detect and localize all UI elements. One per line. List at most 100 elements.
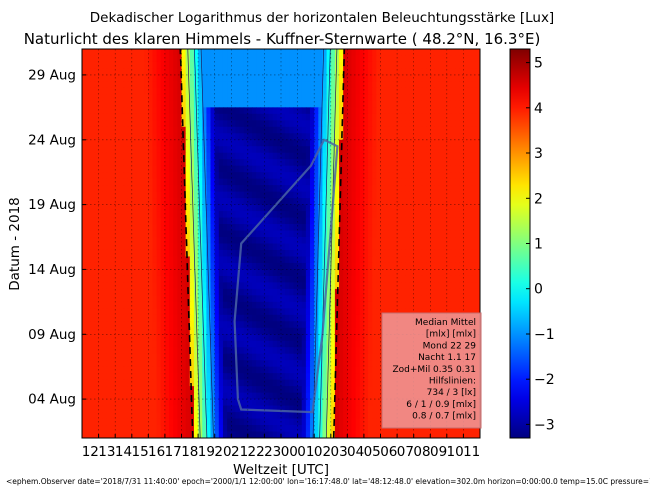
heatmap-cell <box>106 288 112 296</box>
heatmap-cell <box>140 256 145 264</box>
heatmap-cell <box>148 237 154 245</box>
heatmap-cell <box>430 55 435 63</box>
heatmap-cell <box>202 295 207 303</box>
heatmap-cell <box>231 178 236 186</box>
heatmap-cell <box>413 243 419 251</box>
heatmap-cell <box>135 172 141 180</box>
heatmap-cell <box>289 256 295 264</box>
heatmap-cell <box>90 321 96 329</box>
heatmap-cell <box>82 165 87 173</box>
heatmap-cell <box>475 224 480 232</box>
heatmap-cell <box>193 81 199 89</box>
heatmap-cell <box>318 107 324 115</box>
heatmap-cell <box>214 204 220 212</box>
heatmap-cell <box>173 217 178 225</box>
heatmap-cell <box>339 61 344 70</box>
heatmap-cell <box>210 185 216 193</box>
heatmap-cell <box>173 172 178 180</box>
heatmap-cell <box>368 61 373 70</box>
heatmap-cell <box>123 295 129 303</box>
heatmap-cell <box>177 295 183 303</box>
heatmap-cell <box>202 94 207 102</box>
heatmap-cell <box>94 165 100 173</box>
heatmap-cell <box>330 159 336 167</box>
heatmap-cell <box>82 191 87 199</box>
heatmap-cell <box>363 126 369 134</box>
heatmap-cell <box>264 94 270 102</box>
heatmap-cell <box>318 139 324 147</box>
heatmap-cell <box>148 379 154 387</box>
heatmap-cell <box>111 87 116 95</box>
heatmap-cell <box>330 120 336 128</box>
heatmap-cell <box>459 120 465 128</box>
heatmap-cell <box>459 139 465 147</box>
heatmap-cell <box>231 314 236 322</box>
heatmap-cell <box>372 159 377 167</box>
heatmap-cell <box>86 49 91 57</box>
heatmap-cell <box>189 100 195 108</box>
heatmap-cell <box>156 107 162 115</box>
heatmap-cell <box>82 282 87 290</box>
heatmap-cell <box>446 288 452 296</box>
heatmap-cell <box>471 275 477 283</box>
heatmap-cell <box>363 295 369 303</box>
heatmap-cell <box>368 327 373 335</box>
heatmap-cell <box>322 347 328 355</box>
heatmap-cell <box>343 275 348 283</box>
heatmap-cell <box>434 74 440 83</box>
heatmap-cell <box>326 126 332 134</box>
heatmap-cell <box>123 146 129 154</box>
heatmap-cell <box>264 152 270 160</box>
heatmap-cell <box>193 55 199 63</box>
heatmap-cell <box>372 217 377 225</box>
heatmap-cell <box>310 249 315 258</box>
heatmap-cell <box>430 120 435 128</box>
heatmap-cell <box>106 262 112 271</box>
heatmap-cell <box>388 107 394 115</box>
heatmap-cell <box>264 360 270 368</box>
heatmap-cell <box>111 68 116 76</box>
heatmap-cell <box>384 204 390 212</box>
heatmap-cell <box>251 178 257 186</box>
heatmap-cell <box>305 249 311 258</box>
heatmap-cell <box>127 61 133 70</box>
heatmap-cell <box>467 282 473 290</box>
heatmap-cell <box>434 269 440 277</box>
heatmap-cell <box>206 120 212 128</box>
heatmap-cell <box>301 55 307 63</box>
heatmap-cell <box>380 198 386 206</box>
heatmap-cell <box>334 55 340 63</box>
heatmap-cell <box>430 249 435 258</box>
heatmap-cell <box>193 295 199 303</box>
heatmap-cell <box>463 61 469 70</box>
heatmap-cell <box>210 165 216 173</box>
heatmap-cell <box>115 334 120 342</box>
heatmap-cell <box>189 126 195 134</box>
heatmap-cell <box>94 295 100 303</box>
heatmap-cell <box>235 146 241 154</box>
heatmap-cell <box>384 282 390 290</box>
heatmap-cell <box>343 353 348 361</box>
heatmap-cell <box>305 275 311 283</box>
heatmap-cell <box>131 49 137 57</box>
heatmap-cell <box>401 262 406 271</box>
heatmap-cell <box>173 301 178 309</box>
heatmap-cell <box>301 237 307 245</box>
heatmap-cell <box>243 146 249 154</box>
heatmap-cell <box>102 373 108 381</box>
heatmap-cell <box>123 61 129 70</box>
heatmap-cell <box>463 211 469 219</box>
heatmap-cell <box>330 327 336 335</box>
heatmap-cell <box>430 172 435 180</box>
heatmap-cell <box>293 224 299 232</box>
heatmap-cell <box>189 237 195 245</box>
heatmap-cell <box>421 243 427 251</box>
heatmap-cell <box>94 353 100 361</box>
heatmap-cell <box>177 55 183 63</box>
heatmap-cell <box>413 74 419 83</box>
heatmap-cell <box>347 308 353 316</box>
heatmap-cell <box>268 211 274 219</box>
heatmap-cell <box>347 211 353 219</box>
heatmap-cell <box>438 262 444 271</box>
heatmap-cell <box>289 81 295 89</box>
